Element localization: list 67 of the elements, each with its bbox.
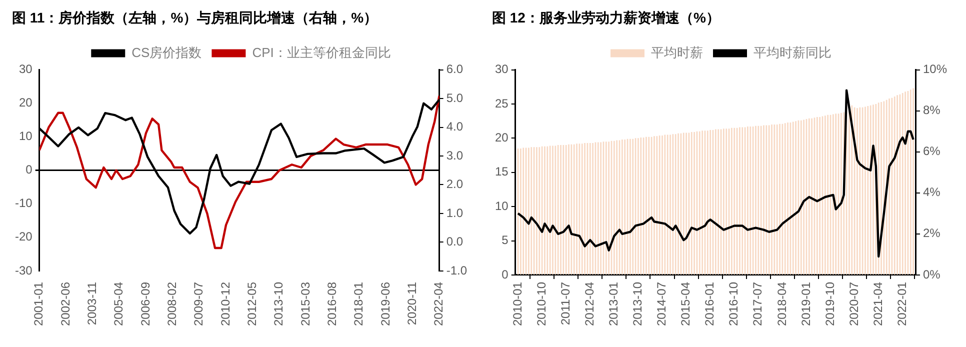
y2-tick-label: 2.0: [446, 177, 464, 192]
x-tick-label: 2012-04: [582, 282, 596, 326]
x-tick-label: 2010-10: [534, 282, 548, 326]
y-tick-label: 10: [494, 198, 509, 213]
y2-tick-label: 6.0: [446, 62, 464, 76]
x-tick-label: 2005-04: [112, 282, 126, 326]
y2-tick-label: 3.0: [446, 148, 464, 162]
y-tick-label: 30: [494, 62, 509, 76]
y-tick-label: 20: [494, 130, 509, 144]
x-tick-label: 2010-12: [218, 282, 232, 326]
x-tick-label: 2012-05: [244, 282, 259, 326]
x-tick-label: 2017-07: [750, 282, 765, 326]
y-tick-label: 30: [18, 62, 33, 76]
y2-tick-label: 5.0: [446, 90, 464, 105]
x-tick-label: 2002-06: [58, 282, 72, 326]
y-tick-label: 0: [26, 162, 33, 177]
x-tick-label: 2001-01: [32, 282, 46, 326]
y2-tick-label: 1.0: [446, 206, 464, 220]
x-tick-label: 2011-07: [558, 282, 572, 326]
y2-tick-label: 0.0: [446, 234, 464, 249]
x-tick-label: 2013-01: [606, 282, 620, 326]
x-tick-label: 2014-07: [654, 282, 669, 326]
x-tick-label: 2006-09: [138, 282, 152, 326]
x-tick-label: 2021-04: [870, 282, 885, 326]
x-tick-label: 2019-10: [822, 282, 837, 326]
x-tick-label: 2015-03: [298, 282, 312, 326]
x-tick-label: 2010-01: [510, 282, 524, 326]
x-tick-label: 2022-04: [432, 282, 446, 326]
x-tick-label: 2013-10: [272, 282, 286, 326]
x-tick-label: 2016-10: [726, 282, 741, 326]
y-tick-label: 10: [18, 129, 33, 144]
y-tick-label: -20: [15, 230, 33, 244]
y2-tick-label: 2%: [922, 226, 941, 240]
x-tick-label: 2018-04: [774, 282, 789, 326]
y-tick-label: 5: [502, 233, 509, 248]
x-tick-label: 2015-04: [678, 282, 693, 326]
x-tick-label: 2020-07: [846, 282, 861, 326]
legend-label: CPI：业主等价租金同比: [252, 44, 391, 60]
x-tick-label: 2022-01: [894, 282, 909, 326]
y-tick-label: 25: [494, 96, 509, 110]
x-tick-label: 2003-11: [84, 282, 99, 326]
y2-tick-label: 4.0: [446, 120, 464, 134]
x-tick-label: 2009-07: [192, 282, 206, 326]
x-tick-label: 2019-01: [798, 282, 813, 326]
x-tick-label: 2013-10: [630, 282, 645, 326]
x-tick-label: 2016-01: [702, 282, 717, 326]
chart-title: 图 11：房价指数（左轴，%）与房租同比增速（右轴，%）: [12, 9, 378, 26]
x-tick-label: 2016-08: [324, 282, 339, 326]
y2-tick-label: 0%: [922, 267, 941, 282]
x-tick-label: 2008-02: [164, 282, 179, 326]
y2-tick-label: 10%: [922, 62, 948, 76]
x-tick-label: 2018-01: [352, 282, 366, 326]
legend-label: CS房价指数: [132, 44, 202, 60]
chart-title: 图 12：服务业劳动力薪资增速（%）: [492, 9, 720, 26]
y2-tick-label: -1.0: [446, 263, 468, 278]
y2-tick-label: 8%: [922, 103, 941, 118]
y-tick-label: 0: [502, 267, 509, 282]
legend-label: 平均时薪同比: [754, 44, 832, 60]
x-tick-label: 2019-06: [378, 282, 392, 326]
legend-label: 平均时薪: [651, 44, 703, 60]
y-tick-label: 15: [494, 164, 509, 179]
y-tick-label: -30: [15, 263, 33, 278]
y2-tick-label: 6%: [922, 144, 941, 158]
y2-tick-label: 4%: [922, 185, 941, 200]
x-tick-label: 2020-11: [404, 282, 419, 326]
y-tick-label: 20: [18, 96, 33, 110]
y-tick-label: -10: [15, 196, 33, 210]
